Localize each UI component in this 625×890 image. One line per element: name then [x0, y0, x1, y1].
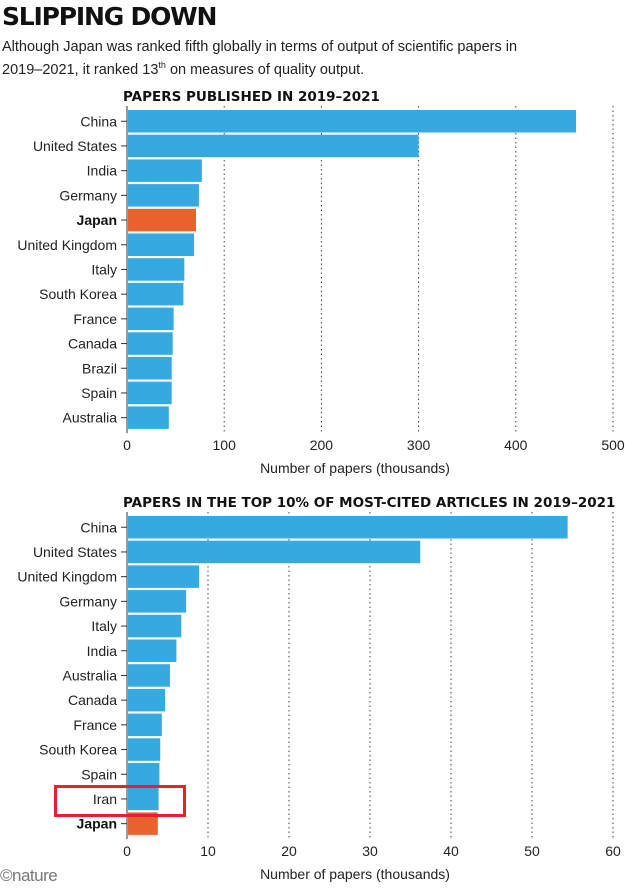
chart1-category-label: India [87, 163, 118, 179]
chart2-x-tick-label: 60 [605, 843, 621, 859]
chart1-bar [128, 159, 202, 182]
chart2-bar [128, 787, 159, 811]
chart2-category-label: Spain [81, 766, 117, 782]
chart1-category-label: United States [33, 138, 117, 154]
chart2-bar [128, 738, 161, 761]
chart1-title: PAPERS PUBLISHED IN 2019–2021 [123, 89, 380, 105]
chart1-bar [128, 307, 174, 331]
chart2-bar [128, 516, 568, 539]
subtitle-text-end: on measures of quality output. [165, 61, 365, 78]
chart2-category-label: India [87, 643, 118, 659]
page-title: SLIPPING DOWN [2, 2, 217, 31]
page-subtitle: Although Japan was ranked fifth globally… [2, 38, 542, 79]
top-cited-papers-chart: PAPERS IN THE TOP 10% OF MOST-CITED ARTI… [17, 495, 621, 882]
chart1-category-label: United Kingdom [17, 237, 117, 253]
chart1-x-tick-label: 300 [407, 437, 431, 453]
chart2-category-label: France [73, 717, 117, 733]
chart2-x-tick-label: 30 [362, 843, 378, 859]
chart1-x-tick-label: 100 [213, 437, 237, 453]
iran-highlight-box [54, 785, 186, 817]
chart2-category-label: Italy [91, 618, 117, 634]
chart2-category-label: South Korea [39, 742, 117, 758]
chart1-category-label: Brazil [82, 360, 117, 376]
chart1-category-label: China [80, 113, 117, 129]
chart2-x-tick-label: 50 [524, 843, 540, 859]
chart2-x-tick-label: 20 [281, 843, 297, 859]
chart2-bar [128, 713, 162, 737]
chart1-bar [128, 208, 197, 232]
chart1-bar [128, 357, 172, 380]
chart2-bar [128, 763, 160, 786]
chart2-x-tick-label: 10 [200, 843, 216, 859]
chart1-bar [128, 381, 172, 405]
chart2-category-label: Canada [68, 692, 117, 708]
chart2-x-axis-title: Number of papers (thousands) [260, 866, 450, 882]
chart1-bar [128, 332, 173, 355]
chart1-x-tick-label: 400 [504, 437, 528, 453]
chart2-bar [128, 812, 158, 835]
chart1-category-label: Italy [91, 261, 117, 277]
chart1-bar [128, 258, 185, 281]
chart2-x-tick-label: 0 [123, 843, 131, 859]
subtitle-superscript: th [158, 60, 166, 70]
chart1-bar [128, 406, 169, 429]
chart1-category-label: Spain [81, 385, 117, 401]
chart2-bar [128, 565, 200, 588]
chart1-x-axis-title: Number of papers (thousands) [260, 460, 450, 476]
nature-logo: ©nature [0, 866, 58, 885]
chart1-bar [128, 282, 184, 306]
chart1-bar [128, 233, 195, 256]
chart2-bar [128, 639, 177, 662]
chart2-bar [128, 614, 182, 638]
chart2-category-label: United Kingdom [17, 569, 117, 585]
subtitle-text: Although Japan was ranked fifth globally… [2, 39, 518, 78]
chart2-bar [128, 688, 166, 712]
chart2-category-label: United States [33, 544, 117, 560]
chart1-bar [128, 110, 577, 133]
chart1-category-label: Australia [63, 410, 118, 426]
chart2-category-label: Germany [59, 593, 117, 609]
chart2-x-tick-label: 40 [443, 843, 459, 859]
chart1-x-tick-label: 200 [310, 437, 334, 453]
chart1-category-label: France [73, 311, 117, 327]
chart2-category-label: Australia [63, 667, 118, 683]
chart1-category-label: South Korea [39, 286, 117, 302]
chart2-bar [128, 540, 421, 564]
chart2-category-label: China [80, 519, 117, 535]
chart2-category-label: Japan [77, 816, 117, 832]
chart1-x-tick-label: 0 [123, 437, 131, 453]
papers-published-chart: PAPERS PUBLISHED IN 2019–2021 China United… [17, 89, 625, 476]
chart2-category-label: Iran [93, 791, 117, 807]
chart2-title: PAPERS IN THE TOP 10% OF MOST-CITED ARTI… [123, 495, 615, 511]
chart1-bar [128, 184, 199, 207]
chart1-category-label: Germany [59, 187, 117, 203]
chart2-bar [128, 664, 170, 687]
chart1-category-label: Japan [77, 212, 117, 228]
chart1-x-tick-label: 500 [601, 437, 625, 453]
chart1-category-label: Canada [68, 336, 117, 352]
chart2-bar [128, 590, 187, 613]
chart1-bar [128, 134, 419, 158]
